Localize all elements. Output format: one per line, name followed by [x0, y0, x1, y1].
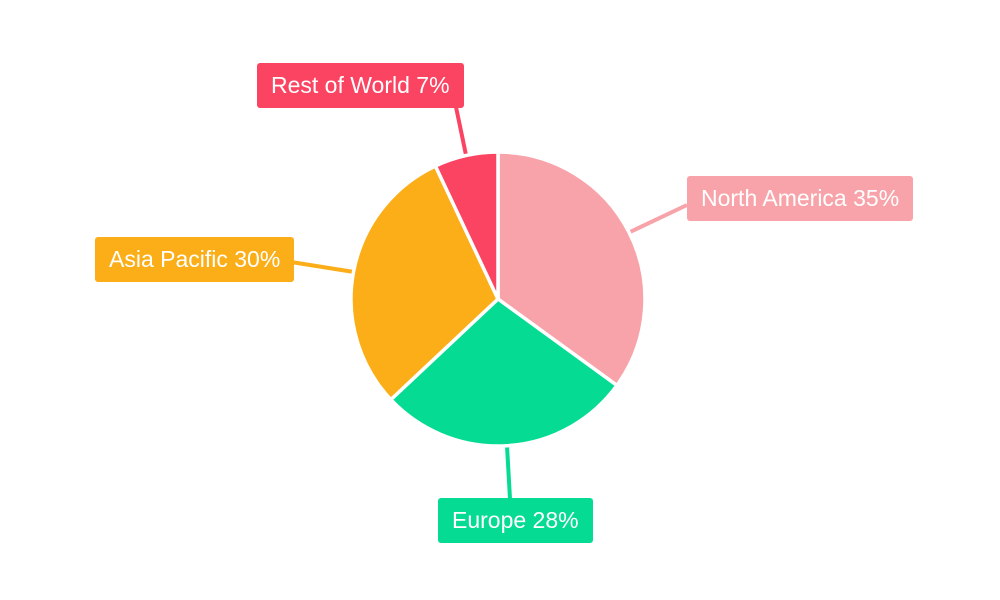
pie-slice-rest-of-world[interactable]	[433, 150, 500, 301]
label-north-america: North America 35%	[687, 176, 914, 221]
leader-line-asia-pacific	[290, 260, 355, 274]
pie-slice-europe[interactable]	[389, 297, 619, 448]
leader-line-north-america	[629, 203, 688, 234]
pie-slice-north-america[interactable]	[496, 150, 647, 388]
label-europe: Europe 28%	[438, 498, 593, 543]
leader-line-rest-of-world	[454, 106, 468, 156]
leader-line-europe	[505, 445, 512, 500]
label-asia-pacific: Asia Pacific 30%	[95, 237, 295, 282]
label-rest-of-world: Rest of World 7%	[257, 63, 464, 108]
